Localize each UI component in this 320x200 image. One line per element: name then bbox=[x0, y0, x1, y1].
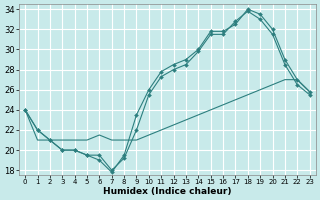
X-axis label: Humidex (Indice chaleur): Humidex (Indice chaleur) bbox=[103, 187, 232, 196]
